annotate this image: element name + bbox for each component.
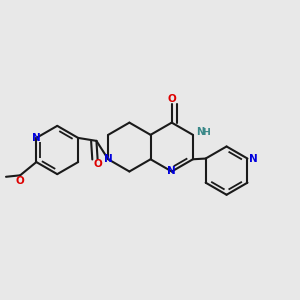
Text: N: N bbox=[32, 133, 41, 143]
Text: N: N bbox=[249, 154, 258, 164]
Text: O: O bbox=[167, 94, 176, 104]
Text: N: N bbox=[196, 128, 205, 137]
Text: O: O bbox=[16, 176, 24, 186]
Text: N: N bbox=[104, 154, 112, 164]
Text: O: O bbox=[93, 159, 102, 170]
Text: H: H bbox=[202, 128, 210, 137]
Text: N: N bbox=[167, 167, 176, 176]
